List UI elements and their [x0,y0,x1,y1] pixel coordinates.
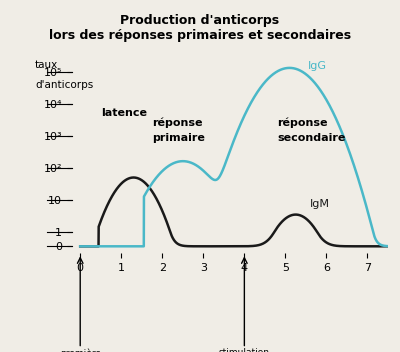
Text: première
stimulation
antigénique: première stimulation antigénique [53,348,107,352]
Text: Production d'anticorps
lors des réponses primaires et secondaires: Production d'anticorps lors des réponses… [49,14,351,42]
Text: taux: taux [35,60,58,70]
Text: latence: latence [101,108,147,118]
Text: stimulation
antigénique
identique: stimulation antigénique identique [217,348,272,352]
Text: IgG: IgG [308,61,327,71]
Text: d'anticorps: d'anticorps [35,80,93,90]
Text: réponse: réponse [152,118,202,128]
Text: primaire: primaire [152,133,205,143]
Text: réponse: réponse [277,118,328,128]
Text: secondaire: secondaire [277,133,346,143]
Text: IgM: IgM [310,199,330,209]
